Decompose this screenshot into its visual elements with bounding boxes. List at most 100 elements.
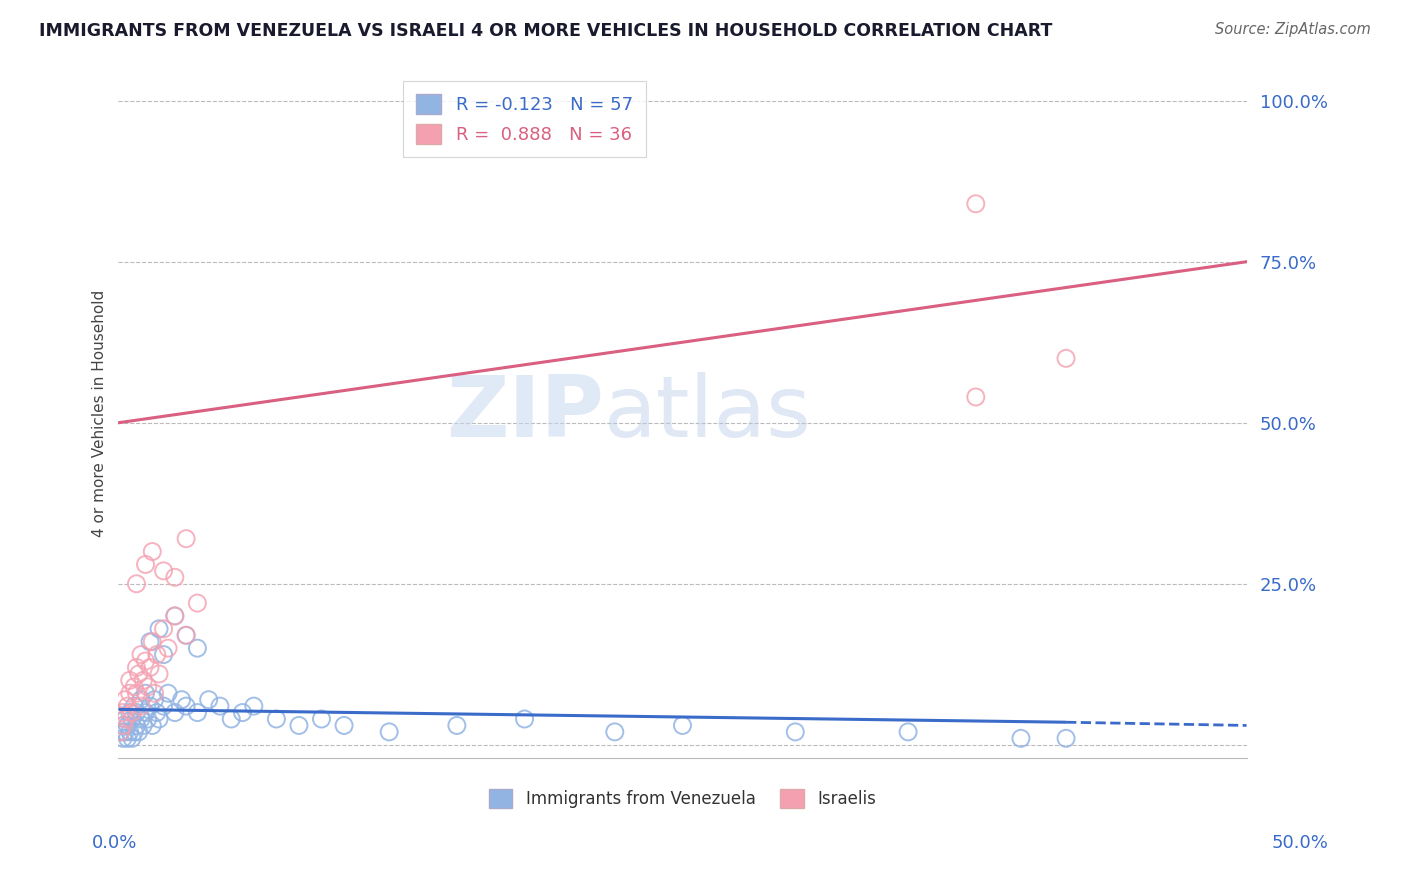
Point (378, 724, 401, 739)
Point (121, 706, 143, 720)
Point (163, 609, 186, 624)
Point (125, 706, 148, 720)
Point (1054, 731, 1077, 746)
Point (117, 731, 139, 746)
Point (122, 724, 145, 739)
Point (114, 692, 136, 706)
Point (148, 622, 170, 636)
Point (128, 724, 150, 739)
Point (148, 712, 170, 726)
Point (186, 706, 208, 720)
Point (152, 622, 174, 636)
Point (129, 699, 152, 714)
Point (785, 724, 807, 739)
Point (114, 724, 136, 739)
Point (136, 680, 159, 694)
Point (163, 706, 186, 720)
Point (174, 628, 197, 642)
Point (143, 692, 166, 706)
Point (110, 724, 132, 739)
Point (146, 706, 169, 720)
Point (114, 712, 136, 726)
Point (121, 731, 143, 746)
Point (118, 724, 141, 739)
Point (139, 660, 162, 674)
Point (148, 667, 170, 681)
Point (121, 712, 143, 726)
Legend: Immigrants from Venezuela, Israelis: Immigrants from Venezuela, Israelis (482, 782, 883, 814)
Point (118, 686, 141, 700)
Point (170, 692, 193, 706)
Point (1054, 351, 1077, 366)
Point (141, 718, 163, 732)
Text: ZIP: ZIP (446, 372, 603, 455)
Point (134, 654, 156, 668)
Point (186, 641, 208, 656)
Text: 0.0%: 0.0% (91, 834, 136, 852)
Point (1010, 731, 1032, 746)
Point (136, 712, 159, 726)
Point (125, 686, 148, 700)
Point (122, 680, 145, 694)
Point (139, 634, 162, 648)
Point (132, 673, 155, 688)
Point (157, 641, 180, 656)
Point (114, 712, 136, 726)
Point (186, 596, 208, 610)
Point (110, 724, 132, 739)
Point (603, 724, 626, 739)
Point (141, 634, 163, 648)
Point (117, 699, 139, 714)
Point (134, 686, 156, 700)
Point (446, 718, 468, 732)
Point (152, 699, 174, 714)
Point (129, 692, 152, 706)
Point (134, 558, 156, 572)
Point (174, 628, 197, 642)
Point (125, 660, 148, 674)
Point (111, 718, 134, 732)
Point (288, 718, 311, 732)
Point (157, 686, 180, 700)
Point (333, 718, 356, 732)
Point (208, 699, 231, 714)
Point (174, 532, 197, 546)
Point (146, 648, 169, 662)
Point (513, 712, 536, 726)
Point (125, 576, 148, 591)
Point (129, 712, 152, 726)
Point (243, 699, 266, 714)
Point (111, 706, 134, 720)
Point (117, 718, 139, 732)
Point (128, 667, 150, 681)
Point (122, 699, 145, 714)
Point (125, 718, 148, 732)
Text: atlas: atlas (603, 372, 811, 455)
Point (163, 570, 186, 584)
Point (143, 686, 166, 700)
Text: Source: ZipAtlas.com: Source: ZipAtlas.com (1215, 22, 1371, 37)
Point (965, 390, 987, 404)
Y-axis label: 4 or more Vehicles in Household: 4 or more Vehicles in Household (93, 290, 107, 537)
Point (266, 712, 288, 726)
Point (965, 196, 987, 211)
Point (152, 564, 174, 578)
Point (231, 706, 253, 720)
Point (671, 718, 693, 732)
Point (219, 712, 242, 726)
Point (118, 673, 141, 688)
Point (139, 699, 162, 714)
Point (111, 731, 134, 746)
Point (897, 724, 920, 739)
Point (134, 706, 156, 720)
Point (174, 699, 197, 714)
Point (132, 718, 155, 732)
Text: 50.0%: 50.0% (1272, 834, 1329, 852)
Point (152, 648, 174, 662)
Point (111, 718, 134, 732)
Point (141, 544, 163, 558)
Point (163, 609, 186, 624)
Point (118, 706, 141, 720)
Text: IMMIGRANTS FROM VENEZUELA VS ISRAELI 4 OR MORE VEHICLES IN HOUSEHOLD CORRELATION: IMMIGRANTS FROM VENEZUELA VS ISRAELI 4 O… (39, 22, 1053, 40)
Point (197, 692, 219, 706)
